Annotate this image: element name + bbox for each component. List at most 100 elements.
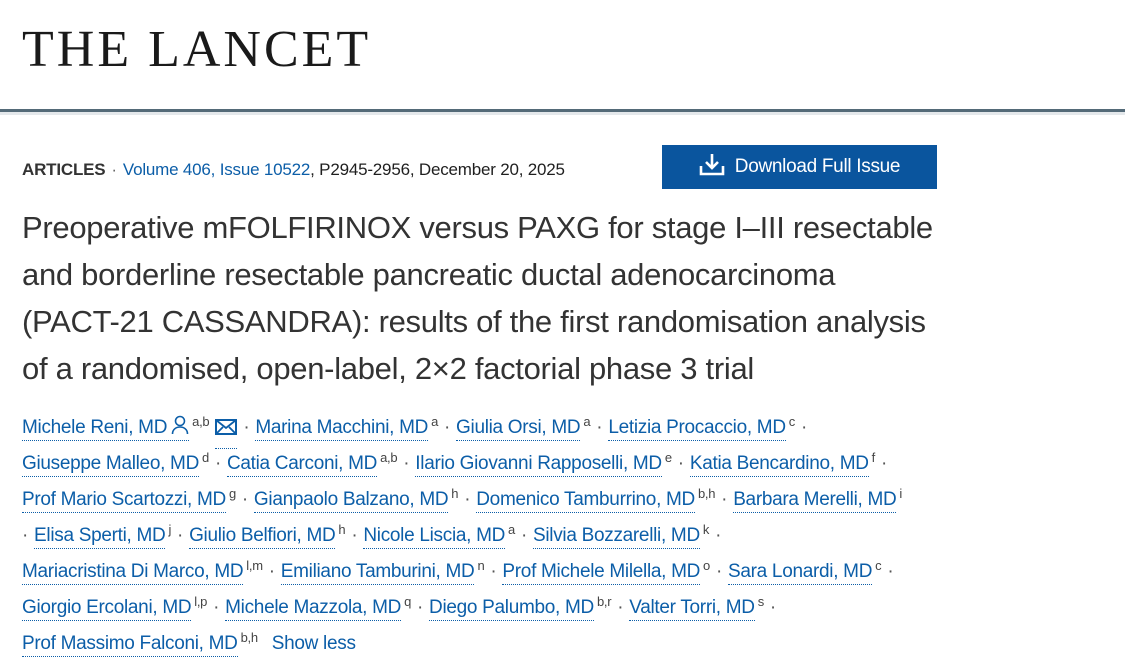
author-name: Gianpaolo Balzano, MD	[253, 489, 449, 510]
author-line: · Elisa Sperti, MD j · Giulio Belfiori, MD h ·…	[22, 512, 902, 549]
title-line: and borderline resectable pancreatic duc…	[22, 257, 836, 292]
separator: ·	[464, 489, 471, 510]
author-name: Emiliano Tamburini, MD	[280, 561, 475, 582]
author-link[interactable]: Gianpaolo Balzano, MD	[253, 489, 449, 513]
separator: ·	[490, 561, 497, 582]
affiliation-sup: i	[899, 486, 903, 501]
affiliation-sup: d	[202, 450, 209, 465]
title-line: (PACT-21 CASSANDRA): results of the firs…	[22, 304, 926, 339]
author-link[interactable]: Elisa Sperti, MD	[34, 525, 166, 549]
author-link[interactable]: Emiliano Tamburini, MD	[280, 561, 475, 585]
separator: ·	[800, 417, 807, 438]
separator: ·	[214, 453, 221, 474]
separator: ·	[243, 417, 250, 438]
download-icon	[699, 152, 725, 182]
author-name: Giorgio Ercolani, MD	[22, 597, 192, 618]
affiliation-sup: a,b	[380, 450, 398, 465]
volume-issue-link[interactable]: Volume 406, Issue 10522	[122, 160, 311, 179]
article-type: ARTICLES	[22, 160, 106, 179]
affiliation-sup: a	[508, 522, 515, 537]
affiliation-sup: a,b	[192, 414, 210, 429]
separator: ·	[417, 597, 424, 618]
author-link[interactable]: Ilario Giovanni Rapposelli, MD	[415, 453, 662, 477]
affiliation-sup: h	[338, 522, 346, 537]
author-name: Michele Mazzola, MD	[225, 597, 402, 618]
author-name: Nicole Liscia, MD	[363, 525, 506, 546]
author-link[interactable]: Prof Massimo Falconi, MD	[22, 633, 238, 657]
author-link[interactable]: Katia Bencardino, MD	[689, 453, 869, 477]
author-link[interactable]: Michele Mazzola, MD	[225, 597, 401, 621]
author-name: Giulia Orsi, MD	[456, 417, 581, 438]
download-full-issue-button[interactable]: Download Full Issue	[662, 145, 937, 189]
author-name: Diego Palumbo, MD	[429, 597, 594, 618]
header-divider-shadow	[0, 112, 1125, 115]
author-line: Prof Massimo Falconi, MD b,h Show less	[22, 620, 902, 657]
affiliation-sup: j	[168, 522, 172, 537]
separator: ·	[596, 417, 603, 438]
author-name: Barbara Merelli, MD	[733, 489, 897, 510]
author-link[interactable]: Giulia Orsi, MD	[456, 417, 581, 441]
author-link[interactable]: Valter Torri, MD	[629, 597, 755, 621]
separator: ·	[111, 160, 117, 179]
author-link[interactable]: Giorgio Ercolani, MD	[22, 597, 192, 621]
email-icon[interactable]	[215, 412, 238, 449]
affiliation-sup: f	[871, 450, 876, 465]
author-link[interactable]: Domenico Tamburrino, MD	[476, 489, 695, 513]
affiliation-sup: h	[451, 486, 459, 501]
author-name: Prof Massimo Falconi, MD	[22, 633, 238, 654]
affiliation-sup: a	[431, 414, 439, 429]
author-link[interactable]: Silvia Bozzarelli, MD	[533, 525, 700, 549]
affiliation-sup: c	[875, 558, 882, 573]
download-label: Download Full Issue	[734, 156, 901, 177]
author-line: Michele Reni, MD a,b · Marina Macchini, MD a…	[22, 404, 902, 449]
author-name: Domenico Tamburrino, MD	[476, 489, 695, 510]
author-link[interactable]: Letizia Procaccio, MD	[608, 417, 786, 441]
author-line: Mariacristina Di Marco, MD l,m · Emiliano T…	[22, 548, 902, 585]
separator: ·	[880, 453, 887, 474]
author-name: Mariacristina Di Marco, MD	[22, 561, 244, 582]
header-divider	[0, 109, 1125, 112]
author-link[interactable]: Mariacristina Di Marco, MD	[22, 561, 244, 585]
show-less-button[interactable]: Show less	[271, 633, 356, 654]
author-link[interactable]: Prof Mario Scartozzi, MD	[22, 489, 226, 513]
author-name: Katia Bencardino, MD	[689, 453, 869, 474]
author-name: Catia Carconi, MD	[226, 453, 378, 474]
author-line: Giuseppe Malleo, MD d · Catia Carconi, MD a,…	[22, 440, 902, 477]
affiliation-sup: c	[788, 414, 796, 429]
author-link[interactable]: Sara Lonardi, MD	[728, 561, 872, 585]
affiliation-sup: q	[404, 594, 411, 609]
author-link[interactable]: Diego Palumbo, MD	[429, 597, 594, 621]
author-name: Sara Lonardi, MD	[728, 561, 873, 582]
author-name: Prof Mario Scartozzi, MD	[22, 489, 226, 510]
author-name: Elisa Sperti, MD	[34, 525, 166, 546]
journal-logo[interactable]: THE LANCET	[22, 21, 372, 78]
author-link[interactable]: Barbara Merelli, MD	[733, 489, 897, 513]
author-link[interactable]: Marina Macchini, MD	[255, 417, 428, 441]
author-list: Michele Reni, MD a,b · Marina Macchini, MD a…	[22, 404, 903, 657]
separator: ·	[715, 561, 723, 582]
author-link[interactable]: Giuseppe Malleo, MD	[22, 453, 199, 477]
separator: ·	[268, 561, 275, 582]
pages-date: , P2945-2956, December 20, 2025	[310, 160, 565, 179]
title-line: Preoperative mFOLFIRINOX versus PAXG for…	[22, 210, 933, 245]
separator: ·	[887, 561, 894, 582]
author-name: Prof Michele Milella, MD	[502, 561, 701, 582]
affiliation-sup: k	[702, 522, 710, 537]
affiliation-sup: g	[228, 486, 236, 501]
affiliation-sup: s	[757, 594, 765, 609]
author-link[interactable]: Prof Michele Milella, MD	[502, 561, 700, 585]
separator: ·	[721, 489, 728, 510]
author-link[interactable]: Giulio Belfiori, MD	[189, 525, 336, 549]
author-name: Giuseppe Malleo, MD	[22, 453, 199, 474]
author-link[interactable]: Nicole Liscia, MD	[363, 525, 505, 549]
affiliation-sup: l,m	[246, 558, 263, 573]
person-icon	[171, 412, 189, 448]
affiliation-sup: b,h	[697, 486, 716, 501]
author-name: Ilario Giovanni Rapposelli, MD	[415, 453, 662, 474]
separator: ·	[403, 453, 410, 474]
affiliation-sup: b,h	[240, 630, 258, 645]
affiliation-sup: l,p	[194, 594, 208, 609]
author-link[interactable]: Michele Reni, MD	[22, 415, 190, 441]
author-link[interactable]: Catia Carconi, MD	[226, 453, 378, 477]
separator: ·	[213, 597, 220, 618]
